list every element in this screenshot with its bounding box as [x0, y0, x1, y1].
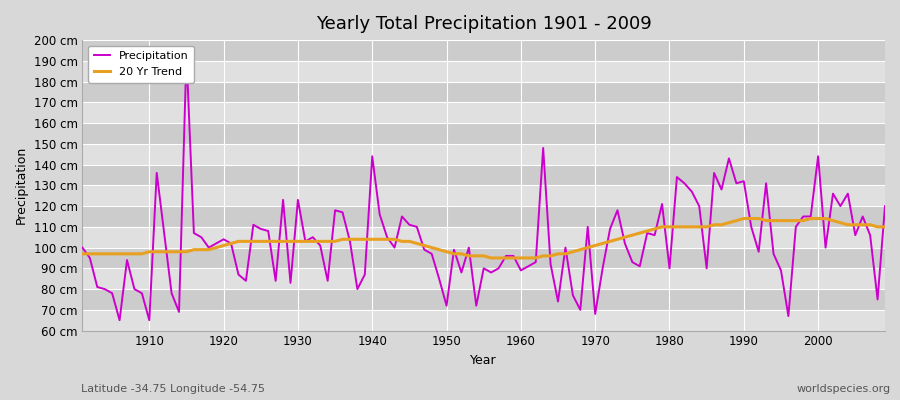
Bar — [83, 61, 885, 82]
20 Yr Trend — [300, 239, 310, 244]
Line: Precipitation: Precipitation — [83, 55, 885, 320]
20 Yr Trend — [77, 252, 88, 256]
X-axis label: Year: Year — [471, 354, 497, 367]
Bar — [83, 289, 885, 310]
Bar — [83, 310, 885, 330]
20 Yr Trend — [137, 252, 148, 256]
Bar — [83, 268, 885, 289]
Legend: Precipitation, 20 Yr Trend: Precipitation, 20 Yr Trend — [88, 46, 194, 82]
20 Yr Trend — [516, 256, 526, 260]
Bar — [83, 206, 885, 227]
Precipitation — [619, 241, 630, 246]
20 Yr Trend — [612, 237, 623, 242]
20 Yr Trend — [345, 237, 356, 242]
Bar — [83, 82, 885, 102]
Y-axis label: Precipitation: Precipitation — [15, 146, 28, 224]
Bar — [83, 185, 885, 206]
Precipitation — [181, 52, 192, 57]
Precipitation — [530, 260, 541, 264]
Precipitation — [359, 272, 370, 277]
Line: 20 Yr Trend: 20 Yr Trend — [83, 218, 885, 258]
Text: worldspecies.org: worldspecies.org — [796, 384, 891, 394]
Bar — [83, 123, 885, 144]
20 Yr Trend — [738, 216, 749, 221]
20 Yr Trend — [879, 224, 890, 229]
Bar — [83, 144, 885, 164]
Precipitation — [315, 243, 326, 248]
Precipitation — [523, 264, 534, 269]
Title: Yearly Total Precipitation 1901 - 2009: Yearly Total Precipitation 1901 - 2009 — [316, 15, 652, 33]
Bar — [83, 248, 885, 268]
Precipitation — [879, 204, 890, 208]
Bar — [83, 164, 885, 185]
Precipitation — [144, 318, 155, 323]
20 Yr Trend — [486, 256, 497, 260]
Bar — [83, 102, 885, 123]
Bar — [83, 227, 885, 248]
Precipitation — [77, 245, 88, 250]
20 Yr Trend — [523, 256, 534, 260]
Precipitation — [114, 318, 125, 323]
Bar — [83, 40, 885, 61]
Text: Latitude -34.75 Longitude -54.75: Latitude -34.75 Longitude -54.75 — [81, 384, 265, 394]
